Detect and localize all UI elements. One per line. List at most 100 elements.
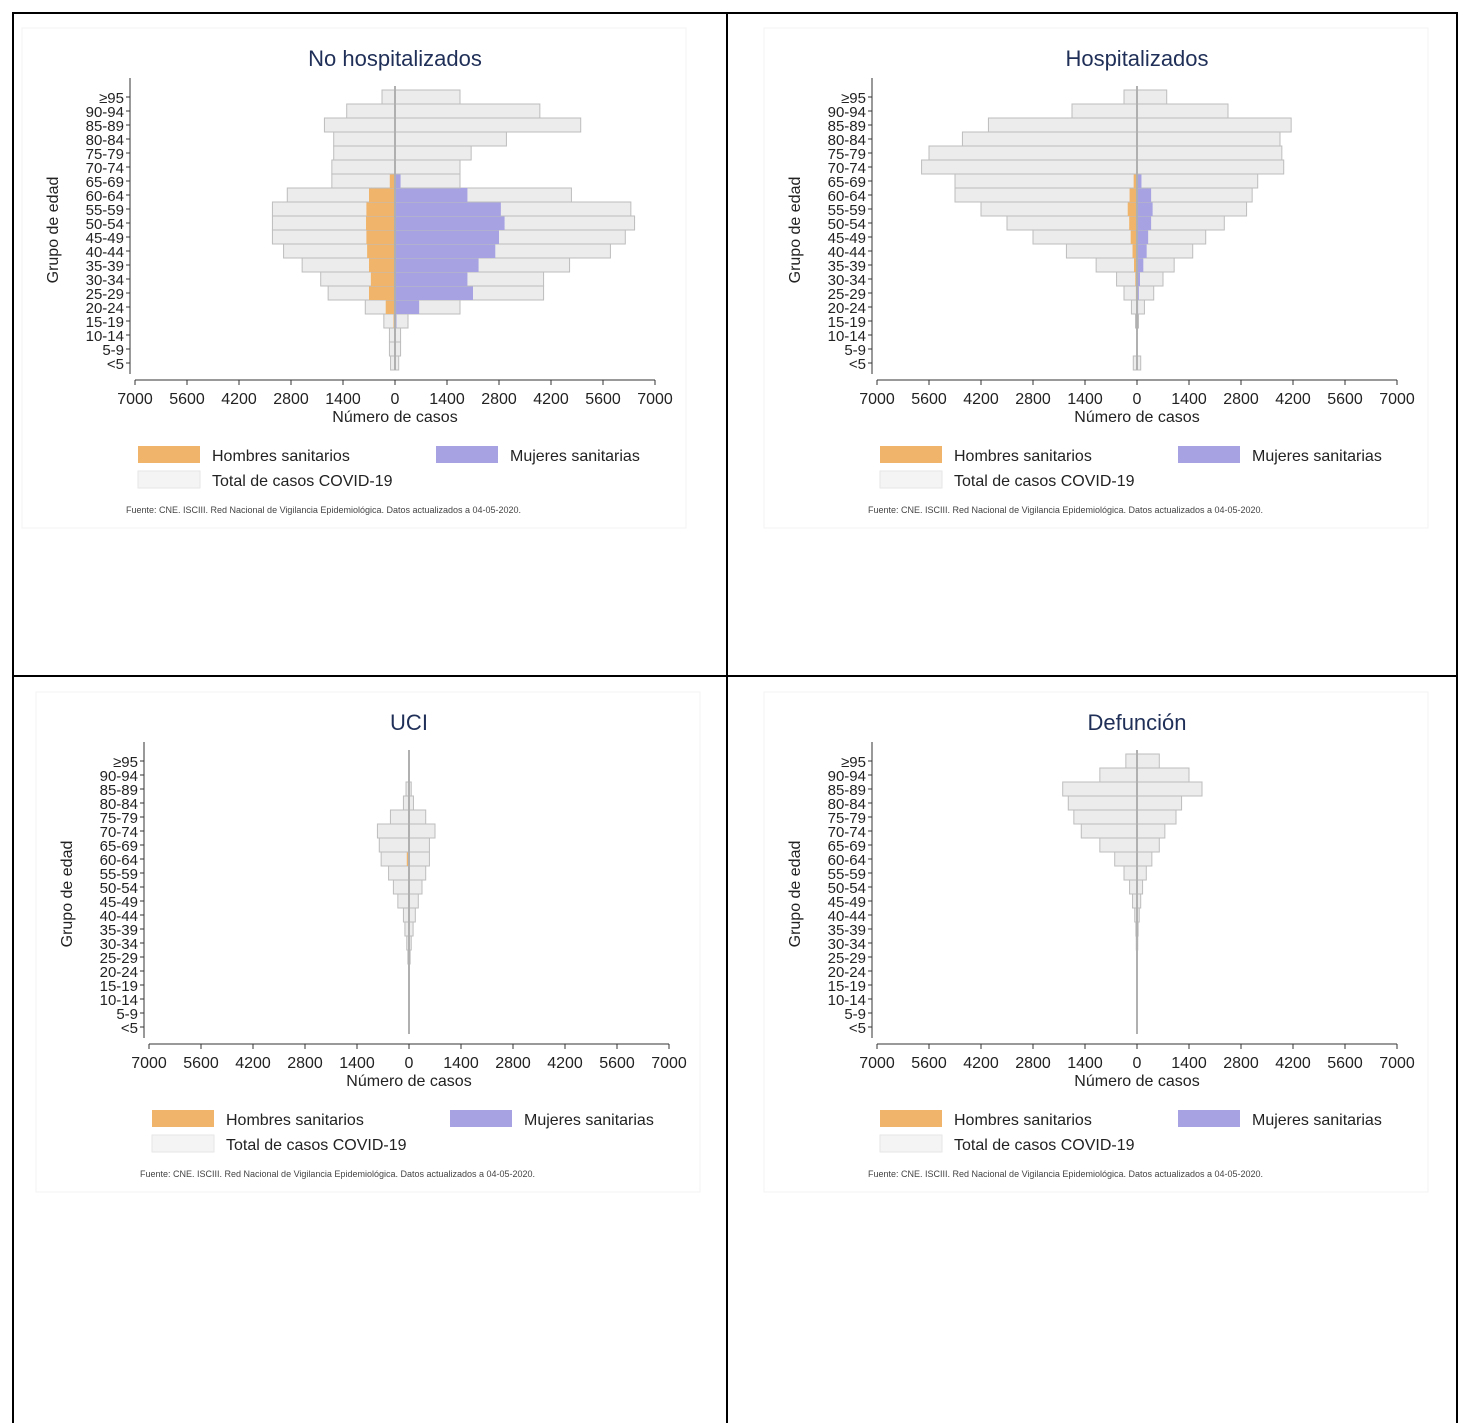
men-bar (366, 230, 395, 244)
age-tick-label: 55-59 (86, 202, 124, 219)
age-tick-label: 75-79 (86, 146, 124, 163)
age-tick-label: ≥95 (113, 754, 138, 771)
age-tick-label: 75-79 (100, 810, 138, 827)
women-bar (1137, 272, 1140, 286)
legend-label-men: Hombres sanitarios (226, 1112, 364, 1129)
age-tick-label: 75-79 (828, 146, 866, 163)
total-bar (381, 89, 461, 105)
legend-label-total: Total de casos COVID-19 (226, 1137, 407, 1154)
age-tick-label: <5 (121, 1020, 138, 1037)
men-bar (1129, 216, 1137, 230)
age-tick-label: 80-84 (86, 132, 124, 149)
men-bar (367, 244, 395, 258)
total-bar (1123, 285, 1155, 301)
x-tick-label: 2800 (1015, 1055, 1051, 1072)
total-bar (323, 117, 582, 133)
women-bar (1137, 202, 1153, 216)
age-tick-label: 35-39 (100, 922, 138, 939)
x-tick-label: 2800 (1223, 1055, 1259, 1072)
total-bar (1099, 767, 1190, 783)
x-tick-label: 7000 (131, 1055, 167, 1072)
age-tick-label: 10-14 (828, 992, 866, 1009)
grid-divider-horizontal (12, 675, 1458, 677)
x-tick-label: 7000 (859, 1055, 895, 1072)
age-tick-label: 25-29 (86, 286, 124, 303)
total-bar (1065, 243, 1194, 259)
x-tick-label: 5600 (911, 1055, 947, 1072)
chart-background (35, 691, 701, 1193)
age-tick-label: 65-69 (828, 174, 866, 191)
total-bar (1099, 837, 1160, 853)
legend-swatch-women (436, 446, 498, 463)
age-tick-label: <5 (107, 356, 124, 373)
x-tick-label: 4200 (1275, 1055, 1311, 1072)
x-tick-label: 5600 (183, 1055, 219, 1072)
age-tick-label: 65-69 (100, 838, 138, 855)
age-tick-label: 50-54 (828, 216, 866, 233)
age-tick-label: 30-34 (828, 936, 866, 953)
x-tick-label: 5600 (585, 391, 621, 408)
x-tick-label: 4200 (963, 1055, 999, 1072)
total-bar (388, 865, 427, 881)
age-tick-label: 15-19 (828, 314, 866, 331)
legend-label-women: Mujeres sanitarias (524, 1112, 654, 1129)
age-tick-label: 20-24 (828, 300, 866, 317)
age-tick-label: 10-14 (828, 328, 866, 345)
y-axis-label: Grupo de edad (787, 177, 804, 284)
age-tick-label: 40-44 (100, 908, 138, 925)
total-bar (954, 173, 1259, 189)
panel-grid (12, 12, 1458, 1423)
age-tick-label: 60-64 (100, 852, 138, 869)
x-tick-label: 5600 (599, 1055, 635, 1072)
legend-label-women: Mujeres sanitarias (1252, 1112, 1382, 1129)
chart-title: Hospitalizados (1065, 46, 1208, 71)
women-bar (395, 216, 505, 230)
total-bar (1062, 781, 1203, 797)
age-tick-label: 50-54 (828, 880, 866, 897)
total-bar (961, 131, 1281, 147)
legend-swatch-women (450, 1110, 512, 1127)
age-tick-label: 70-74 (100, 824, 138, 841)
men-bar (385, 300, 395, 314)
women-bar (395, 188, 468, 202)
total-bar (1114, 851, 1153, 867)
age-tick-label: 60-64 (828, 852, 866, 869)
x-tick-label: 0 (405, 1055, 414, 1072)
x-tick-label: 2800 (287, 1055, 323, 1072)
age-tick-label: 85-89 (86, 118, 124, 135)
chart-uci: UCI <55-910-1415-1920-2425-2930-3435-3940… (35, 691, 701, 1193)
total-bar (1071, 103, 1229, 119)
x-tick-label: 1400 (443, 1055, 479, 1072)
age-tick-label: 80-84 (828, 796, 866, 813)
age-tick-label: 60-64 (828, 188, 866, 205)
x-tick-label: 4200 (547, 1055, 583, 1072)
age-tick-label: 25-29 (828, 950, 866, 967)
age-tick-label: 45-49 (100, 894, 138, 911)
y-axis-label: Grupo de edad (787, 841, 804, 948)
x-tick-label: 7000 (859, 391, 895, 408)
legend-label-women: Mujeres sanitarias (510, 448, 640, 465)
source-note: Fuente: CNE. ISCIII. Red Nacional de Vig… (868, 505, 1263, 515)
age-tick-label: 40-44 (828, 908, 866, 925)
total-bar (1073, 809, 1177, 825)
legend-swatch-women (1178, 446, 1240, 463)
age-tick-label: 45-49 (86, 230, 124, 247)
age-tick-label: 20-24 (100, 964, 138, 981)
x-tick-label: 7000 (1379, 391, 1415, 408)
x-tick-label: 1400 (1067, 1055, 1103, 1072)
legend-swatch-total (151, 1134, 215, 1153)
age-tick-label: 55-59 (828, 202, 866, 219)
age-tick-label: 5-9 (102, 342, 124, 359)
total-bar (928, 145, 1283, 161)
source-note: Fuente: CNE. ISCIII. Red Nacional de Vig… (126, 505, 521, 515)
men-bar (369, 188, 395, 202)
x-tick-label: 4200 (533, 391, 569, 408)
source-note: Fuente: CNE. ISCIII. Red Nacional de Vig… (868, 1169, 1263, 1179)
age-tick-label: 45-49 (828, 230, 866, 247)
legend-swatch-men (152, 1110, 214, 1127)
women-bar (1137, 216, 1152, 230)
x-tick-label: 4200 (221, 391, 257, 408)
legend-label-men: Hombres sanitarios (212, 448, 350, 465)
total-bar (987, 117, 1292, 133)
women-bar (395, 286, 473, 300)
